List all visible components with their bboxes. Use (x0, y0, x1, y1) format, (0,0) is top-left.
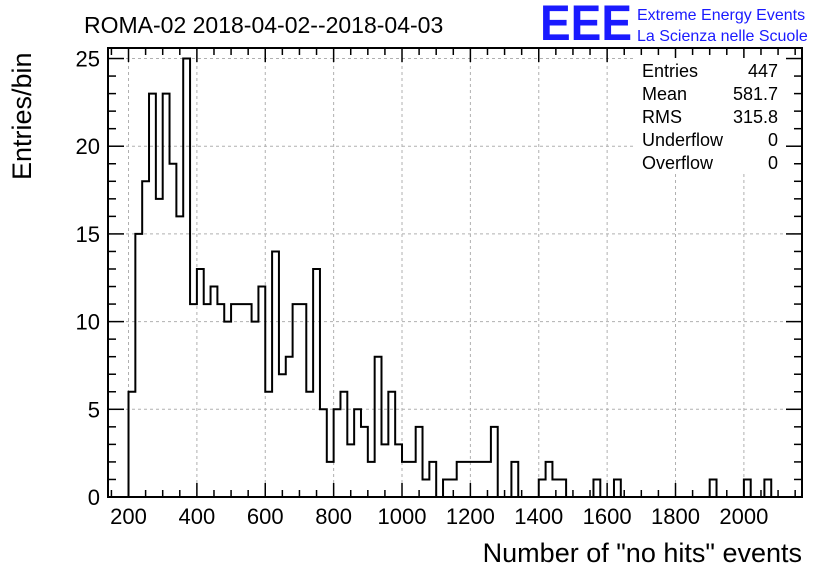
stats-label: Overflow (642, 153, 714, 173)
chart-title: ROMA-02 2018-04-02--2018-04-03 (84, 12, 443, 38)
stats-label: Mean (642, 84, 687, 104)
x-axis-label: Number of "no hits" events (483, 538, 802, 568)
x-tick-label: 1400 (514, 504, 563, 529)
y-tick-label: 5 (88, 397, 100, 422)
stats-value: 315.8 (733, 107, 778, 127)
y-tick-label: 10 (76, 310, 100, 335)
x-tick-label: 1600 (583, 504, 632, 529)
stats-label: RMS (642, 107, 682, 127)
stats-value: 581.7 (733, 84, 778, 104)
stats-label: Underflow (642, 130, 724, 150)
x-tick-label: 600 (247, 504, 284, 529)
stats-box-bg (634, 58, 784, 174)
y-tick-label: 0 (88, 485, 100, 510)
logo-line-2: La Scienza nelle Scuole (637, 28, 808, 45)
y-tick-label: 15 (76, 222, 100, 247)
logo-mark: EEE (540, 0, 632, 51)
y-tick-label: 25 (76, 47, 100, 72)
plot-frame (107, 47, 803, 498)
stats-value: 0 (768, 130, 778, 150)
x-tick-label: 2000 (719, 504, 768, 529)
stats-box: Entries 447 Mean 581.7 RMS 315.8 Underflow 0 Ove… (634, 58, 784, 174)
x-tick-label: 200 (110, 504, 147, 529)
stats-value: 0 (768, 153, 778, 173)
x-tick-label: 800 (315, 504, 352, 529)
stats-label: Entries (642, 61, 698, 81)
x-tick-label: 1000 (378, 504, 427, 529)
x-tick-label: 400 (179, 504, 216, 529)
stats-value: 447 (748, 61, 778, 81)
x-tick-label: 1800 (651, 504, 700, 529)
eee-logo: EEE Extreme Energy Events La Scienza nel… (540, 0, 808, 51)
axis-ticks: 200 400 600 800 1000 1200 1400 1600 1800 20000510… (76, 47, 802, 529)
frame-rect (107, 47, 803, 498)
logo-line-1: Extreme Energy Events (637, 7, 805, 24)
x-tick-label: 1200 (446, 504, 495, 529)
y-axis-label: Entries/bin (7, 52, 37, 180)
y-tick-label: 20 (76, 134, 100, 159)
